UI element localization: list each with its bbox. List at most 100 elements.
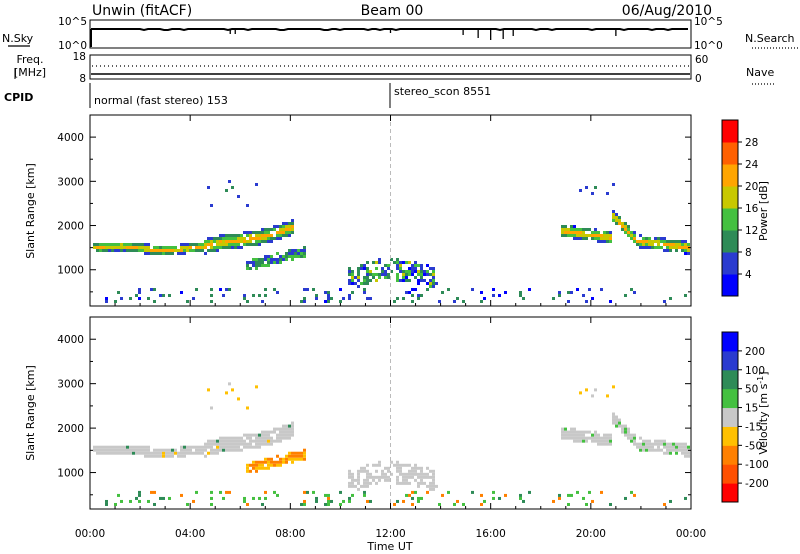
velocity-cell <box>258 496 261 500</box>
power-cell <box>411 273 414 276</box>
power-cell <box>288 252 291 255</box>
velocity-cell <box>666 445 669 449</box>
velocity-cell <box>246 436 249 440</box>
velocity-cell <box>384 466 387 470</box>
power-cell <box>201 249 204 252</box>
velocity-cell <box>597 436 600 440</box>
power-cell <box>210 288 213 291</box>
velocity-cell <box>156 451 159 455</box>
power-cell <box>285 222 288 225</box>
velocity-cell <box>255 442 258 446</box>
power-cell <box>156 252 159 255</box>
power-cell <box>282 255 285 258</box>
velocity-cell <box>681 448 684 452</box>
power-cell <box>327 294 330 297</box>
power-cell <box>633 291 636 294</box>
power-cell <box>225 234 228 237</box>
velocity-cell <box>267 457 270 461</box>
velocity-cell <box>231 442 234 446</box>
power-cell <box>270 261 273 264</box>
power-cell <box>99 249 102 252</box>
power-cell <box>231 243 234 246</box>
velocity-cell <box>267 466 270 470</box>
velocity-cell <box>366 481 369 485</box>
velocity-cell <box>375 469 378 473</box>
velocity-cell <box>210 496 213 500</box>
velocity-cell <box>669 499 672 503</box>
velocity-cell <box>276 427 279 431</box>
power-cell <box>213 240 216 243</box>
power-cell <box>663 249 666 252</box>
power-cell <box>144 246 147 249</box>
velocity-cell <box>642 445 645 449</box>
power-cell <box>147 246 150 249</box>
velocity-cell <box>600 442 603 446</box>
velocity-cell <box>606 442 609 446</box>
velocity-cell <box>222 496 225 500</box>
power-cell <box>267 231 270 234</box>
power-cell <box>315 297 318 300</box>
power-cell <box>429 267 432 270</box>
power-cell <box>243 243 246 246</box>
velocity-cell <box>240 442 243 446</box>
power-cell <box>366 279 369 282</box>
power-cell <box>348 282 351 285</box>
velocity-cell <box>243 442 246 446</box>
velocity-cell <box>213 451 216 455</box>
power-cell <box>561 231 564 234</box>
power-cell <box>231 186 234 189</box>
power-cell <box>132 249 135 252</box>
power-cell <box>363 267 366 270</box>
power-cell <box>369 273 372 276</box>
velocity-cell <box>324 493 327 497</box>
velocity-cell <box>264 457 267 461</box>
velocity-cell <box>606 394 609 398</box>
power-cell <box>270 255 273 258</box>
velocity-cell <box>396 478 399 482</box>
velocity-cell <box>348 475 351 479</box>
velocity-cell <box>270 460 273 464</box>
power-cell <box>210 204 213 207</box>
power-cell <box>303 246 306 249</box>
velocity-cell <box>186 445 189 449</box>
velocity-cell <box>276 436 279 440</box>
velocity-cell <box>396 460 399 464</box>
power-cell <box>348 279 351 282</box>
velocity-cell <box>684 442 687 446</box>
velocity-cell <box>261 430 264 434</box>
power-cell <box>294 255 297 258</box>
velocity-cell <box>180 493 183 497</box>
power-cell <box>246 300 249 303</box>
velocity-cell <box>591 499 594 503</box>
velocity-cell <box>660 442 663 446</box>
power-cell <box>387 276 390 279</box>
velocity-cell <box>276 454 279 458</box>
power-cell <box>360 282 363 285</box>
velocity-cell <box>201 451 204 455</box>
power-cell <box>225 240 228 243</box>
velocity-cell <box>234 439 237 443</box>
velocity-colorbar-band <box>722 464 738 484</box>
velocity-cell <box>201 445 204 449</box>
power-cell <box>102 249 105 252</box>
power-cell <box>417 270 420 273</box>
power-cell <box>591 237 594 240</box>
velocity-cell <box>411 496 414 500</box>
velocity-cell <box>399 463 402 467</box>
power-cell <box>609 240 612 243</box>
velocity-cell <box>153 451 156 455</box>
velocity-cell <box>417 484 420 488</box>
velocity-cell <box>348 469 351 473</box>
velocity-cell <box>192 445 195 449</box>
velocity-cell <box>183 451 186 455</box>
velocity-cell <box>615 424 618 428</box>
power-cell <box>411 267 414 270</box>
velocity-cell <box>594 430 597 434</box>
power-cell <box>165 249 168 252</box>
power-cell <box>600 288 603 291</box>
power-cell <box>324 291 327 294</box>
power-cell <box>351 273 354 276</box>
velocity-cell <box>327 502 330 506</box>
velocity-cell <box>147 448 150 452</box>
